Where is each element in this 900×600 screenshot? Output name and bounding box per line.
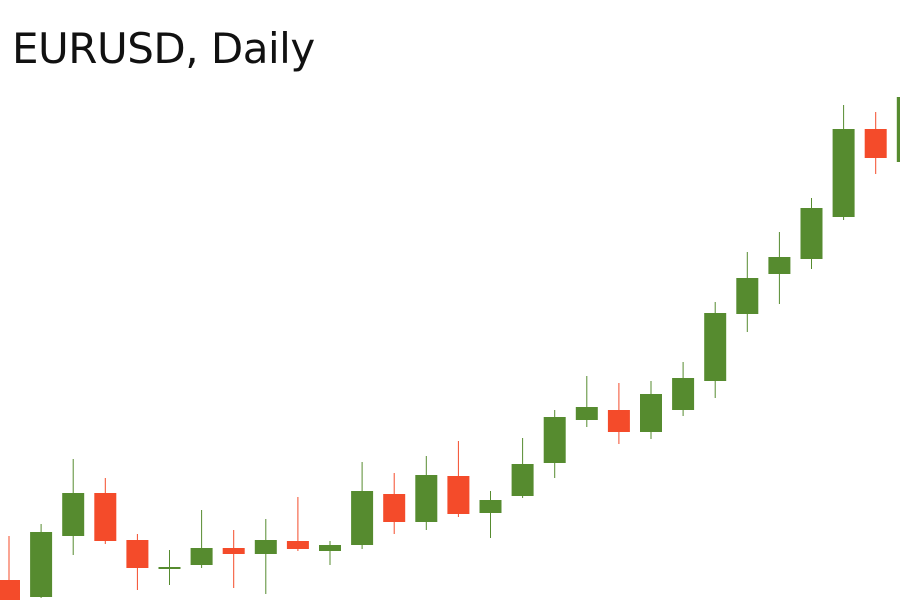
chart-title: EURUSD, Daily	[12, 24, 315, 73]
candle-body-up	[30, 532, 53, 597]
candle-body-up	[319, 545, 341, 551]
candle-body-up	[704, 313, 727, 381]
candle-body-up	[479, 500, 502, 513]
candle-body-up	[800, 208, 823, 259]
candle-body-up	[158, 567, 181, 569]
candle-body-down	[447, 476, 470, 514]
candle-body-up	[832, 129, 855, 217]
candle-body-up	[640, 394, 662, 432]
candle-body-down	[222, 548, 245, 554]
candle-body-up	[254, 540, 277, 554]
candle-body-up	[511, 464, 534, 496]
candle-body-down	[607, 410, 630, 432]
candle-body-down	[126, 540, 149, 568]
candle-body-down	[94, 493, 117, 541]
candle-body-up	[575, 407, 598, 420]
candle-body-up	[62, 493, 85, 536]
candle-body-up	[543, 417, 566, 463]
candle-body-down	[286, 541, 309, 549]
candle-body-up	[415, 475, 438, 522]
candle-body-up	[896, 97, 900, 162]
candle-body-up	[736, 278, 759, 314]
candle-body-down	[383, 494, 406, 522]
candles-group	[0, 97, 900, 600]
candle-body-up	[351, 491, 374, 545]
candle-body-up	[672, 378, 695, 410]
candle-body-down	[864, 129, 887, 158]
candle-body-down	[0, 580, 20, 600]
candle-body-up	[768, 257, 791, 274]
candle-body-up	[190, 548, 213, 565]
